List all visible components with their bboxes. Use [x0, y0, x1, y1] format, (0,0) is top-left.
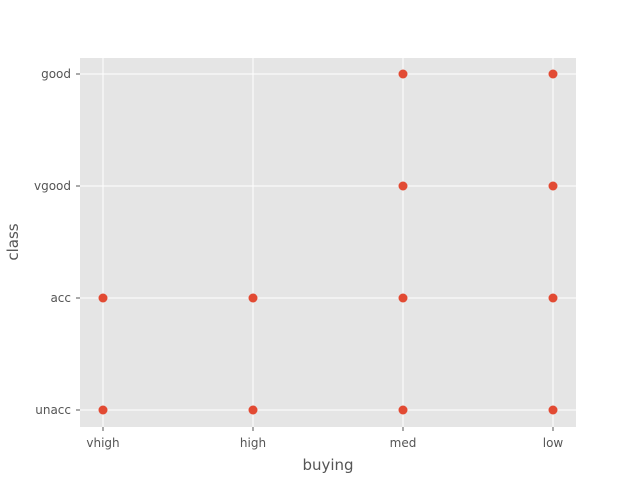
- data-point: [398, 69, 408, 79]
- data-point: [548, 181, 558, 191]
- data-point: [98, 293, 108, 303]
- x-tick-label: low: [543, 436, 564, 450]
- x-axis-label: buying: [302, 456, 353, 474]
- x-tick-label: vhigh: [86, 436, 119, 450]
- y-axis-ticks: unacc acc vgood good: [34, 67, 80, 417]
- data-point: [398, 181, 408, 191]
- data-point: [248, 405, 258, 415]
- y-tick-label: good: [41, 67, 71, 81]
- data-point: [398, 293, 408, 303]
- x-axis-ticks: vhigh high med low: [86, 427, 563, 450]
- y-tick-label: unacc: [35, 403, 71, 417]
- data-point: [548, 405, 558, 415]
- data-point: [248, 293, 258, 303]
- grid-lines: [80, 58, 576, 427]
- data-point: [548, 293, 558, 303]
- data-point: [98, 405, 108, 415]
- data-point: [548, 69, 558, 79]
- x-tick-label: med: [390, 436, 417, 450]
- data-point: [398, 405, 408, 415]
- y-axis-label: class: [4, 223, 22, 260]
- data-points: [98, 69, 558, 415]
- y-tick-label: acc: [50, 291, 71, 305]
- x-tick-label: high: [240, 436, 266, 450]
- y-tick-label: vgood: [34, 179, 71, 193]
- plot-area: [80, 58, 576, 427]
